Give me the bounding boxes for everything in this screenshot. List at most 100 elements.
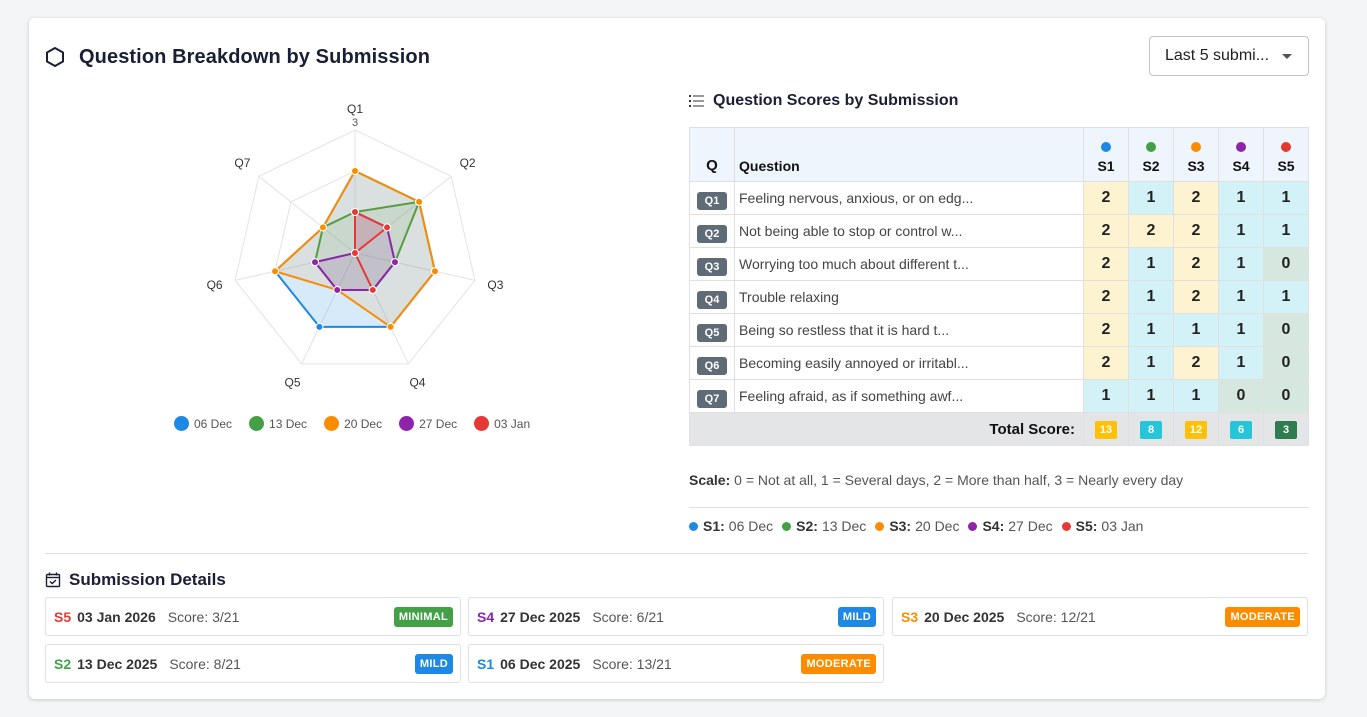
score-cell: 1 (1128, 313, 1174, 347)
submission-legend-item: S4: 27 Dec (968, 518, 1053, 534)
radar-point (386, 322, 395, 331)
scale-note: Scale: 0 = Not at all, 1 = Several days,… (689, 472, 1183, 488)
submission-card[interactable]: S1 06 Dec 2025 Score: 13/21 MODERATE (468, 644, 884, 683)
submission-score: Score: 12/21 (1016, 608, 1096, 625)
score-cell: 1 (1263, 181, 1309, 215)
score-cell: 0 (1263, 313, 1309, 347)
submission-id: S3 (901, 608, 919, 625)
score-cell: 1 (1218, 346, 1264, 380)
radar-legend-label: 03 Jan (494, 416, 531, 431)
radar-point (311, 258, 320, 267)
col-s4-header: S4 (1218, 127, 1264, 182)
submission-dot-icon (1146, 142, 1156, 152)
submission-date: 06 Dec 2025 (500, 655, 581, 672)
submission-card[interactable]: S2 13 Dec 2025 Score: 8/21 MILD (45, 644, 461, 683)
table-row: Q3 Worrying too much about different t...… (689, 247, 1309, 281)
submission-header-label: S5 (1277, 158, 1295, 174)
submission-id: S1 (477, 655, 495, 672)
radar-legend-item[interactable]: 13 Dec (249, 416, 307, 431)
divider (45, 553, 1308, 554)
score-cell: 0 (1263, 247, 1309, 281)
submission-range-value: Last 5 submi... (1165, 47, 1270, 64)
hexagon-icon (46, 47, 64, 67)
submission-header-label: S2 (1142, 158, 1160, 174)
total-row: Total Score: 13 8 12 6 3 (689, 412, 1309, 446)
submission-legend-id: S4: (982, 518, 1005, 534)
submission-date: 20 Dec 2025 (924, 608, 1005, 625)
radar-grid-ring (234, 129, 476, 365)
question-id-cell: Q3 (689, 247, 735, 281)
question-id-cell: Q1 (689, 181, 735, 215)
score-cell: 2 (1083, 247, 1129, 281)
submission-legend-item: S2: 13 Dec (782, 518, 866, 534)
submission-dot-icon (1191, 142, 1201, 152)
score-cell: 2 (1083, 280, 1129, 314)
score-cell: 0 (1263, 379, 1309, 413)
submission-dot-icon (782, 521, 792, 531)
radar-point (333, 285, 342, 294)
radar-point (318, 223, 327, 232)
total-cell: 12 (1173, 412, 1219, 446)
score-cell: 2 (1173, 346, 1219, 380)
severity-badge: MODERATE (1225, 607, 1300, 627)
table-row: Q2 Not being able to stop or control w...… (689, 214, 1309, 248)
total-cell: 6 (1218, 412, 1264, 446)
submission-dot-icon (875, 521, 885, 531)
details-section-title: Submission Details (45, 570, 226, 590)
score-cell: 1 (1173, 313, 1219, 347)
radar-axis-label: Q6 (207, 278, 223, 292)
question-text: Trouble relaxing (734, 280, 1084, 314)
radar-legend-label: 20 Dec (344, 416, 383, 431)
radar-axis-labels: Q1 Q2 Q3 Q4 Q5 Q6 Q7 (207, 102, 504, 390)
radar-axis-label: Q5 (285, 376, 301, 390)
details-title-text: Submission Details (69, 570, 226, 589)
score-cell: 0 (1263, 346, 1309, 380)
calendar-check-icon (45, 572, 61, 588)
radar-legend-item[interactable]: 03 Jan (474, 416, 530, 431)
scores-title-text: Question Scores by Submission (713, 92, 959, 109)
table-row: Q6 Becoming easily annoyed or irritabl...… (689, 346, 1309, 380)
question-id-cell: Q6 (689, 346, 735, 380)
submission-dot-icon (1281, 142, 1291, 152)
caret-down-icon (1282, 54, 1292, 59)
submission-score: Score: 3/21 (167, 608, 240, 625)
submission-card[interactable]: S4 27 Dec 2025 Score: 6/21 MILD (468, 597, 884, 636)
radar-point (351, 208, 359, 216)
score-cell: 1 (1218, 214, 1264, 248)
total-score-badge: 8 (1140, 420, 1162, 439)
radar-legend-item[interactable]: 06 Dec (174, 416, 232, 431)
col-s5-header: S5 (1263, 127, 1309, 182)
radar-point (351, 167, 359, 175)
radar-point (430, 267, 439, 276)
score-cell: 1 (1263, 214, 1309, 248)
score-cell: 2 (1173, 214, 1219, 248)
submission-legend-id: S5: (1075, 518, 1098, 534)
total-score-badge: 6 (1230, 420, 1252, 439)
radar-series-area (354, 211, 389, 291)
legend-dot-icon (399, 416, 415, 431)
col-q-header: Q (689, 127, 735, 182)
score-cell: 1 (1128, 181, 1174, 215)
question-badge: Q3 (697, 257, 727, 276)
submission-card[interactable]: S5 03 Jan 2026 Score: 3/21 MINIMAL (45, 597, 461, 636)
submission-legend-id: S3: (889, 518, 912, 534)
col-question-header: Question (734, 127, 1084, 182)
total-score-badge: 12 (1185, 420, 1207, 439)
col-s3-header: S3 (1173, 127, 1219, 182)
submission-legend-id: S2: (796, 518, 818, 534)
radar-legend-item[interactable]: 20 Dec (324, 416, 382, 431)
submission-legend-item: S1: 06 Dec (689, 518, 773, 534)
radar-legend-item[interactable]: 27 Dec (399, 416, 457, 431)
table-header-row: Q Question S1 S2 S3 S4 S5 (689, 127, 1309, 182)
submission-date: 03 Jan 2026 (77, 608, 156, 625)
total-cell: 13 (1083, 412, 1129, 446)
submission-legend-id: S1: (703, 518, 725, 534)
legend-dot-icon (174, 416, 189, 431)
radar-axis-label: Q3 (487, 278, 503, 292)
score-cell: 1 (1128, 247, 1174, 281)
submission-card[interactable]: S3 20 Dec 2025 Score: 12/21 MODERATE (892, 597, 1308, 636)
submission-dot-icon (968, 521, 978, 531)
radar-axis-label: Q1 (347, 102, 363, 116)
radar-legend-label: 27 Dec (419, 416, 458, 431)
submission-range-select[interactable]: Last 5 submi... (1149, 36, 1309, 76)
